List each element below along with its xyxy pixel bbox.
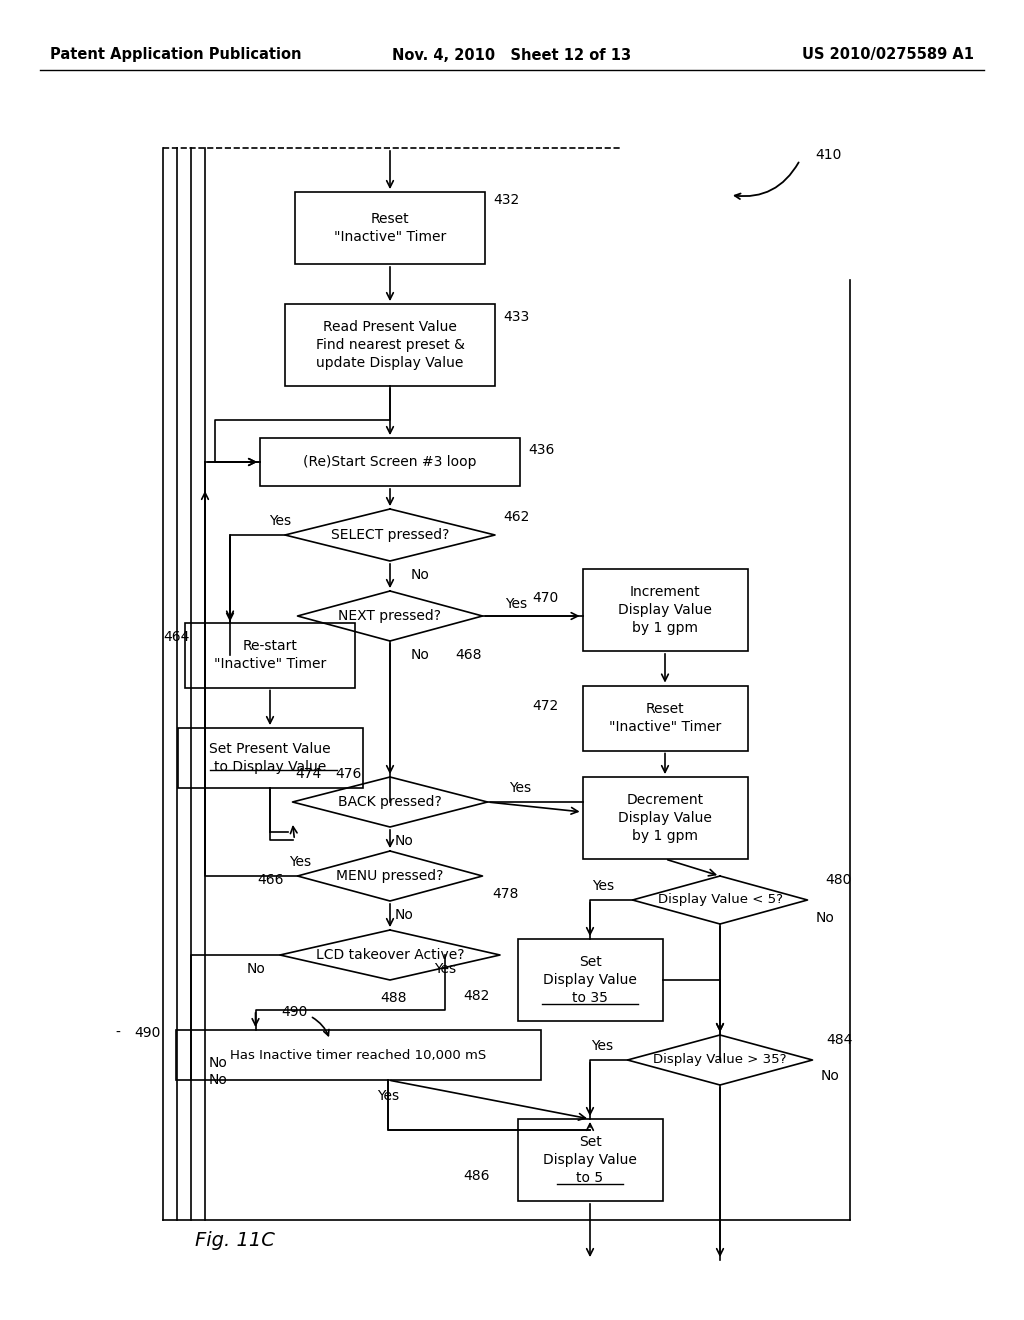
Text: US 2010/0275589 A1: US 2010/0275589 A1 <box>802 48 974 62</box>
Bar <box>295 191 485 264</box>
Text: LCD takeover Active?: LCD takeover Active? <box>315 948 464 962</box>
Text: Set
Display Value
to 5: Set Display Value to 5 <box>543 1135 637 1185</box>
Bar <box>260 438 520 486</box>
Text: 436: 436 <box>528 444 554 457</box>
Text: Yes: Yes <box>505 597 527 611</box>
Bar <box>285 304 495 385</box>
Text: -: - <box>293 1005 297 1019</box>
Text: Nov. 4, 2010   Sheet 12 of 13: Nov. 4, 2010 Sheet 12 of 13 <box>392 48 632 62</box>
Text: 482: 482 <box>463 989 489 1003</box>
Text: No: No <box>209 1073 228 1086</box>
Text: Reset
"Inactive" Timer: Reset "Inactive" Timer <box>609 702 721 734</box>
Text: Yes: Yes <box>377 1089 399 1104</box>
Text: Yes: Yes <box>592 879 614 894</box>
Text: Set
Display Value
to 35: Set Display Value to 35 <box>543 954 637 1006</box>
Text: NEXT pressed?: NEXT pressed? <box>339 609 441 623</box>
Text: Decrement
Display Value
by 1 gpm: Decrement Display Value by 1 gpm <box>618 792 712 843</box>
Bar <box>517 939 663 1020</box>
Text: 490: 490 <box>134 1026 161 1040</box>
Text: MENU pressed?: MENU pressed? <box>336 869 443 883</box>
Text: Has Inactive timer reached 10,000 mS: Has Inactive timer reached 10,000 mS <box>229 1048 486 1061</box>
Text: 488: 488 <box>380 991 407 1005</box>
Text: BACK pressed?: BACK pressed? <box>338 795 442 809</box>
Text: No: No <box>209 1056 228 1071</box>
Text: 486: 486 <box>463 1170 489 1183</box>
Text: No: No <box>411 568 429 582</box>
Text: Yes: Yes <box>509 781 531 795</box>
Bar <box>177 729 362 788</box>
Text: -: - <box>115 1026 120 1040</box>
Bar <box>175 1030 541 1080</box>
Text: 464: 464 <box>163 630 189 644</box>
Text: 410: 410 <box>815 148 842 162</box>
Text: Set Present Value
to Display Value: Set Present Value to Display Value <box>209 742 331 775</box>
Text: Yes: Yes <box>289 855 311 869</box>
Bar <box>185 623 355 688</box>
Text: Yes: Yes <box>592 1039 613 1053</box>
Text: No: No <box>247 962 266 975</box>
Text: Yes: Yes <box>269 513 291 528</box>
Text: No: No <box>394 908 414 921</box>
Text: 490: 490 <box>282 1005 308 1019</box>
Bar <box>517 1119 663 1201</box>
Text: No: No <box>411 648 429 663</box>
Text: 484: 484 <box>826 1034 853 1047</box>
Bar <box>583 685 748 751</box>
Text: Display Value < 5?: Display Value < 5? <box>657 894 782 907</box>
Text: Patent Application Publication: Patent Application Publication <box>50 48 301 62</box>
Text: SELECT pressed?: SELECT pressed? <box>331 528 450 543</box>
Text: No: No <box>394 834 414 847</box>
Text: Increment
Display Value
by 1 gpm: Increment Display Value by 1 gpm <box>618 585 712 635</box>
Text: 476: 476 <box>335 767 361 781</box>
Text: Fig. 11C: Fig. 11C <box>195 1230 274 1250</box>
Text: 480: 480 <box>825 873 852 887</box>
Text: Read Present Value
Find nearest preset &
update Display Value: Read Present Value Find nearest preset &… <box>315 319 465 371</box>
Text: 466: 466 <box>257 873 284 887</box>
Bar <box>583 569 748 651</box>
Text: No: No <box>820 1069 840 1082</box>
Text: No: No <box>815 911 835 925</box>
Text: 470: 470 <box>532 591 559 605</box>
Bar <box>583 777 748 859</box>
Text: 478: 478 <box>493 887 519 902</box>
Text: 468: 468 <box>455 648 481 663</box>
Text: 432: 432 <box>493 193 519 207</box>
Text: (Re)Start Screen #3 loop: (Re)Start Screen #3 loop <box>303 455 477 469</box>
Text: Display Value > 35?: Display Value > 35? <box>653 1053 786 1067</box>
Text: Re-start
"Inactive" Timer: Re-start "Inactive" Timer <box>214 639 326 671</box>
Text: Reset
"Inactive" Timer: Reset "Inactive" Timer <box>334 211 446 244</box>
Text: 462: 462 <box>503 510 529 524</box>
Text: 472: 472 <box>532 700 559 713</box>
Text: 433: 433 <box>503 310 529 323</box>
Text: 474: 474 <box>296 767 322 781</box>
Text: Yes: Yes <box>434 962 456 975</box>
